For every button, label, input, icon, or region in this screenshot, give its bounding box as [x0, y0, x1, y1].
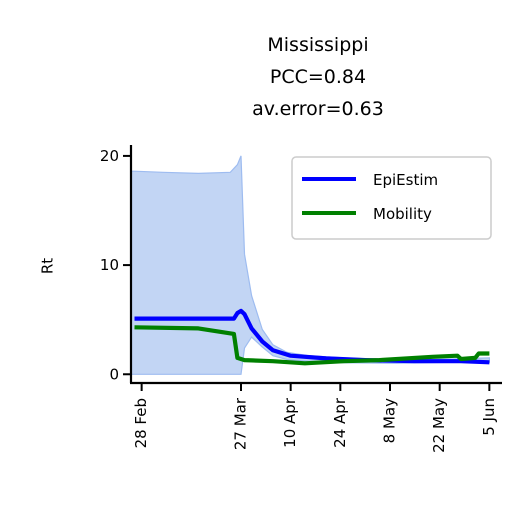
x-tick-label: 5 Jun	[480, 398, 498, 436]
x-tick-label: 10 Apr	[281, 397, 299, 448]
title-line-state: Mississippi	[267, 34, 368, 56]
title-line-pcc: PCC=0.84	[270, 66, 366, 88]
legend-box	[291, 156, 492, 240]
title-line-error: av.error=0.63	[252, 98, 384, 120]
legend-label-epiestim: EpiEstim	[373, 171, 438, 189]
y-ticks: 0 10 20	[100, 147, 131, 383]
series-line-epiestim	[134, 308, 490, 365]
x-tick-label: 22 May	[430, 398, 448, 453]
x-tick-label: 8 May	[381, 398, 399, 443]
legend-label-mobility: Mobility	[373, 205, 432, 223]
x-tick-label: 27 Mar	[231, 397, 249, 450]
series-layer	[134, 308, 490, 366]
y-tick-label: 20	[100, 147, 119, 165]
y-tick-label: 0	[109, 365, 119, 383]
series-line-mobility	[134, 325, 490, 366]
chart-title: Mississippi PCC=0.84 av.error=0.63	[252, 34, 384, 120]
x-ticks: 28 Feb 27 Mar 10 Apr 24 Apr 8 May 22 May 5 Jun	[132, 383, 498, 453]
x-tick-label: 24 Apr	[331, 397, 349, 448]
legend: EpiEstim Mobility	[291, 156, 492, 240]
y-tick-label: 10	[100, 256, 119, 274]
x-tick-label: 28 Feb	[132, 398, 150, 448]
y-axis-label: Rt	[39, 258, 57, 274]
